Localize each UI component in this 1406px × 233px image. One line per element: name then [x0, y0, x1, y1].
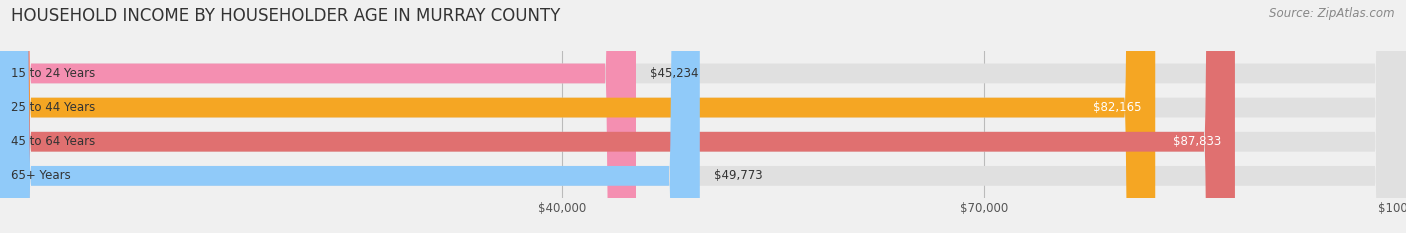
Text: Source: ZipAtlas.com: Source: ZipAtlas.com — [1270, 7, 1395, 20]
Text: $45,234: $45,234 — [650, 67, 699, 80]
Text: 25 to 44 Years: 25 to 44 Years — [11, 101, 96, 114]
FancyBboxPatch shape — [0, 0, 700, 233]
Text: 45 to 64 Years: 45 to 64 Years — [11, 135, 96, 148]
Text: $82,165: $82,165 — [1092, 101, 1142, 114]
Text: HOUSEHOLD INCOME BY HOUSEHOLDER AGE IN MURRAY COUNTY: HOUSEHOLD INCOME BY HOUSEHOLDER AGE IN M… — [11, 7, 561, 25]
FancyBboxPatch shape — [0, 0, 636, 233]
Text: $49,773: $49,773 — [714, 169, 762, 182]
Text: $87,833: $87,833 — [1173, 135, 1220, 148]
Text: 65+ Years: 65+ Years — [11, 169, 70, 182]
FancyBboxPatch shape — [0, 0, 1156, 233]
FancyBboxPatch shape — [0, 0, 1234, 233]
Text: 15 to 24 Years: 15 to 24 Years — [11, 67, 96, 80]
